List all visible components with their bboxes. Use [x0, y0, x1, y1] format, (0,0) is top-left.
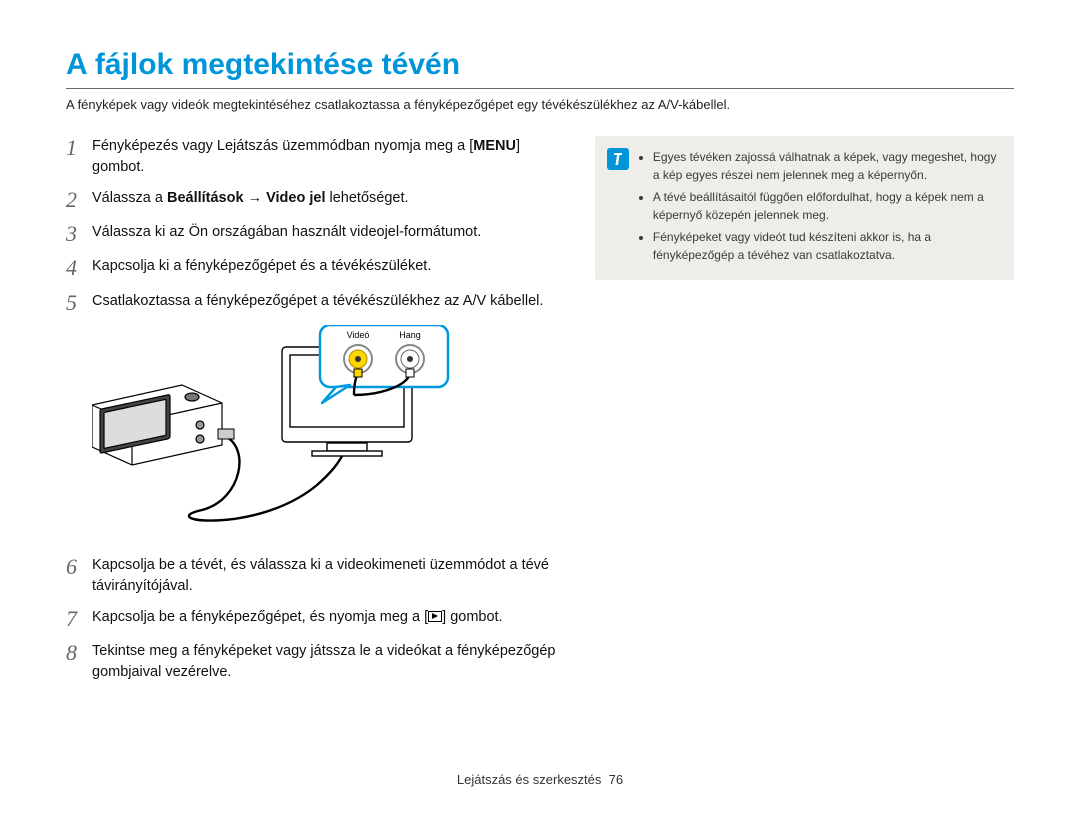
step-3: 3 Válassza ki az Ön országában használt … [66, 222, 565, 246]
note-box: Egyes tévéken zajossá válhatnak a képek,… [595, 136, 1014, 280]
footer-section: Lejátszás és szerkesztés [457, 772, 602, 787]
step-7: 7 Kapcsolja be a fényképezőgépet, és nyo… [66, 607, 565, 631]
step-number: 8 [66, 641, 92, 665]
video-label: Videó [347, 330, 370, 340]
content-columns: 1 Fényképezés vagy Lejátszás üzemmódban … [66, 136, 1014, 693]
step-text: Kapcsolja be a tévét, és válassza ki a v… [92, 555, 565, 597]
step-2: 2 Válassza a Beállítások → Video jel leh… [66, 188, 565, 212]
step-number: 5 [66, 291, 92, 315]
text-fragment: ] gombot. [442, 609, 502, 625]
text-fragment: → [244, 190, 267, 206]
camera-icon [92, 385, 222, 465]
page-footer: Lejátszás és szerkesztés 76 [0, 772, 1080, 787]
note-item: A tévé beállításaitól függően előfordulh… [653, 188, 1000, 224]
connection-diagram: Videó Hang [92, 325, 565, 545]
step-1: 1 Fényképezés vagy Lejátszás üzemmódban … [66, 136, 565, 178]
footer-page-number: 76 [609, 772, 623, 787]
step-number: 1 [66, 136, 92, 160]
step-4: 4 Kapcsolja ki a fényképezőgépet és a té… [66, 256, 565, 280]
step-text: Kapcsolja be a fényképezőgépet, és nyomj… [92, 607, 503, 628]
bold-text: Beállítások [167, 190, 244, 206]
diagram-svg: Videó Hang [92, 325, 452, 540]
step-number: 2 [66, 188, 92, 212]
menu-label: MENU [473, 138, 516, 154]
right-column: Egyes tévéken zajossá válhatnak a képek,… [595, 136, 1014, 693]
step-text: Tekintse meg a fényképeket vagy játssza … [92, 641, 565, 683]
text-fragment: Kapcsolja be a fényképezőgépet, és nyomj… [92, 609, 428, 625]
step-number: 6 [66, 555, 92, 579]
note-icon [607, 148, 629, 170]
text-fragment: Fényképezés vagy Lejátszás üzemmódban ny… [92, 138, 473, 154]
note-item: Egyes tévéken zajossá válhatnak a képek,… [653, 148, 1000, 184]
text-fragment: Válassza a [92, 190, 167, 206]
audio-label: Hang [399, 330, 421, 340]
page-title: A fájlok megtekintése tévén [66, 48, 1014, 89]
step-text: Válassza ki az Ön országában használt vi… [92, 222, 481, 243]
step-text: Csatlakoztassa a fényképezőgépet a tévék… [92, 291, 543, 312]
step-number: 7 [66, 607, 92, 631]
bold-text: Video jel [266, 190, 325, 206]
step-number: 3 [66, 222, 92, 246]
step-text: Kapcsolja ki a fényképezőgépet és a tévé… [92, 256, 431, 277]
note-list: Egyes tévéken zajossá válhatnak a képek,… [643, 148, 1000, 264]
audio-plug [406, 369, 414, 377]
step-text: Fényképezés vagy Lejátszás üzemmódban ny… [92, 136, 565, 178]
step-text: Válassza a Beállítások → Video jel lehet… [92, 188, 409, 209]
manual-page: A fájlok megtekintése tévén A fényképek … [0, 0, 1080, 815]
video-plug [354, 369, 362, 377]
step-6: 6 Kapcsolja be a tévét, és válassza ki a… [66, 555, 565, 597]
step-number: 4 [66, 256, 92, 280]
step-5: 5 Csatlakoztassa a fényképezőgépet a tév… [66, 291, 565, 315]
play-icon [428, 611, 442, 622]
step-8: 8 Tekintse meg a fényképeket vagy játssz… [66, 641, 565, 683]
camera-connector [218, 429, 234, 439]
text-fragment: lehetőséget. [325, 190, 408, 206]
note-item: Fényképeket vagy videót tud készíteni ak… [653, 228, 1000, 264]
left-column: 1 Fényképezés vagy Lejátszás üzemmódban … [66, 136, 565, 693]
page-intro: A fényképek vagy videók megtekintéséhez … [66, 97, 1014, 112]
